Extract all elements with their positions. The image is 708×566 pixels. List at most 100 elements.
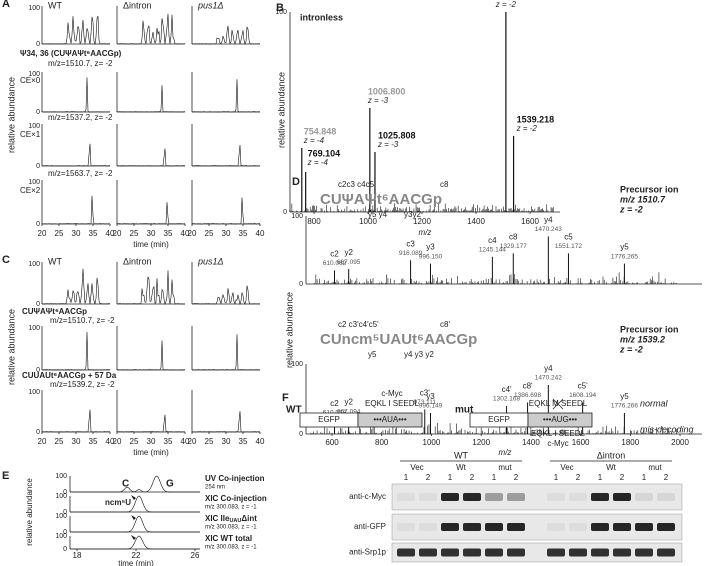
peak-label: 1025.808 (378, 130, 416, 140)
band (507, 493, 525, 501)
x-tick-label: 30 (147, 229, 156, 238)
peak-charge: z = -3 (377, 140, 399, 149)
row-label-part: UAU (229, 518, 241, 524)
lane-label: 1 (598, 473, 603, 482)
lane-label: 1 (642, 473, 647, 482)
fragment-mz: 1302.168 (493, 396, 520, 403)
construct-label: Vec (560, 463, 573, 472)
note: normal (640, 398, 669, 408)
x-tick-label: 35 (239, 229, 248, 238)
peptide: EQKL I SEEDL (531, 429, 586, 438)
trace (191, 144, 261, 167)
precursor-z: z = -2 (619, 204, 643, 214)
trace (116, 202, 186, 225)
y-tick-label: 0 (299, 431, 303, 438)
peak-charge: z = -2 (516, 124, 538, 133)
x-tick-label: 1200 (472, 438, 490, 447)
fragment-mz: 996.150 (419, 253, 443, 260)
y-tick-label: 100 (55, 473, 67, 480)
fragment-ion: c8 (509, 233, 518, 242)
fragment-mz: 1470.243 (535, 226, 562, 233)
trace (191, 79, 261, 113)
x-tick-label: 1600 (521, 217, 539, 226)
panel-label: E (2, 470, 9, 482)
panel-label: C (2, 254, 10, 266)
y-tick-label: 0 (63, 546, 67, 553)
band (635, 548, 653, 557)
row-mz: m/z=1510.7, z= -2 (48, 59, 113, 68)
y-tick-label: 0 (36, 163, 40, 170)
x-tick-label: 22 (132, 551, 141, 560)
codon-box (357, 412, 423, 428)
peak-charge: z = -2 (495, 0, 517, 9)
band (591, 548, 609, 557)
trace (191, 285, 261, 306)
construct-label: mut (498, 463, 512, 472)
codon: •••AUG••• (543, 415, 577, 424)
panel-label: D (292, 176, 300, 188)
x-tick-label: 26 (191, 551, 200, 560)
band (397, 523, 415, 531)
band (463, 523, 481, 531)
x-tick-label: 1200 (413, 217, 431, 226)
y-tick-label: 0 (283, 209, 287, 216)
fragment-ion: y3 (426, 392, 435, 401)
x-tick-label: 35 (164, 229, 173, 238)
y-axis-label: relative abundance (6, 309, 16, 385)
x-tick-label: 30 (72, 229, 81, 238)
x-tick-label: 20 (113, 229, 122, 238)
trace (191, 25, 261, 45)
panel-label: F (282, 392, 289, 404)
row-label-part: XIC Co-injection (205, 494, 267, 503)
x-tick-label: 800 (375, 438, 389, 447)
y-axis-label: relative abundance (6, 77, 16, 153)
band (613, 523, 631, 531)
band (397, 493, 415, 501)
x-tick-label: 40 (106, 229, 115, 238)
lane-label: 2 (470, 473, 475, 482)
trace (41, 195, 111, 225)
row-label: CE×2 (20, 186, 41, 195)
trace (191, 334, 261, 371)
antibody-label: anti-Srp1p (349, 548, 386, 557)
row-label-part: UV Co-injection (205, 474, 265, 483)
fragment-ion: c5 (564, 233, 573, 242)
y-tick-label: 100 (28, 179, 40, 186)
c-ion-labels: c2c3 c4c5 (338, 180, 375, 189)
fragment-ion: y2 (344, 248, 353, 257)
lane-label: 1 (554, 473, 559, 482)
trace (116, 270, 186, 305)
y-axis-label: relative abundance (25, 478, 34, 546)
trace (116, 148, 186, 167)
fragment-mz: 1386.698 (514, 392, 541, 399)
x-tick-label: 1000 (423, 438, 441, 447)
row-sub: 254 nm (205, 485, 225, 491)
fragment-mz: 1608.194 (569, 392, 596, 399)
x-tick-label: 40 (256, 229, 265, 238)
peak-arrow (130, 495, 136, 500)
y-tick-label: 0 (36, 109, 40, 116)
c-ion-label: c8 (440, 180, 449, 189)
lane-label: 2 (426, 473, 431, 482)
peak-charge: z = -4 (307, 158, 329, 167)
peak-label: 1539.218 (517, 114, 555, 124)
x-tick-label: 40 (181, 437, 190, 446)
fragment-mz: 1776.266 (611, 403, 638, 410)
codon-box (527, 412, 593, 428)
band (569, 523, 587, 531)
row-label: CE×0 (20, 76, 41, 85)
construct-label: mut (648, 463, 662, 472)
fragment-ion: c2 (330, 250, 339, 259)
column-header: pus1Δ (197, 256, 224, 266)
lane-label: 1 (404, 473, 409, 482)
tag: c-Myc (547, 439, 568, 448)
row-mz: m/z=1537.2, z= -2 (48, 113, 113, 122)
antibody-label: anti-c-Myc (349, 492, 386, 501)
row-mz: m/z=1539.2, z= -2 (50, 380, 115, 389)
x-tick-label: 35 (89, 437, 98, 446)
lane-label: 2 (620, 473, 625, 482)
lane-label: 2 (664, 473, 669, 482)
sequence: CUncm⁵UAUt⁶AACGp (320, 331, 477, 348)
